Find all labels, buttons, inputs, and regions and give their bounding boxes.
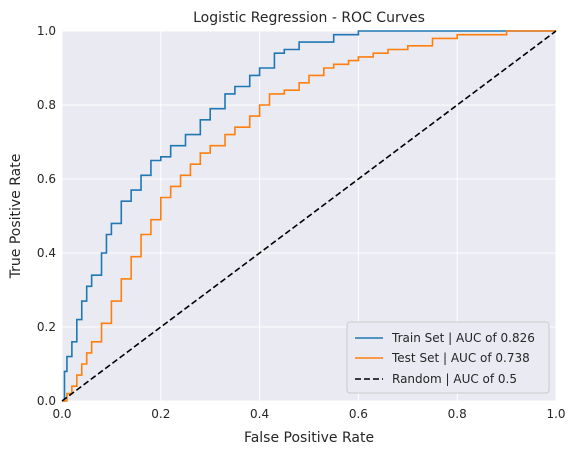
x-axis-label: False Positive Rate <box>244 430 374 446</box>
x-tick-label: 1.0 <box>546 407 565 421</box>
y-tick-label: 0.0 <box>37 394 56 408</box>
y-tick-label: 0.2 <box>37 320 56 334</box>
x-tick-label: 0.8 <box>448 407 467 421</box>
random-baseline-line <box>61 30 557 402</box>
legend-label-random: Random | AUC of 0.5 <box>392 372 517 386</box>
x-tick-label: 0.2 <box>151 407 170 421</box>
y-tick-labels: 0.0 0.2 0.4 0.6 0.8 1.0 <box>37 24 56 408</box>
x-tick-label: 0.4 <box>250 407 269 421</box>
y-tick-label: 0.6 <box>37 172 56 186</box>
x-tick-label: 0.0 <box>52 407 71 421</box>
legend-label-train: Train Set | AUC of 0.826 <box>391 331 535 345</box>
y-tick-label: 1.0 <box>37 24 56 38</box>
x-tick-labels: 0.0 0.2 0.4 0.6 0.8 1.0 <box>52 407 565 421</box>
y-axis-label: True Positive Rate <box>8 154 24 280</box>
test-roc-curve <box>62 30 556 402</box>
legend-label-test: Test Set | AUC of 0.738 <box>391 351 530 365</box>
train-roc-curve <box>62 30 556 402</box>
legend: Train Set | AUC of 0.826 Test Set | AUC … <box>346 321 550 394</box>
chart-title: Logistic Regression - ROC Curves <box>193 10 425 26</box>
legend-box <box>346 321 550 394</box>
y-tick-label: 0.4 <box>37 246 56 260</box>
x-tick-label: 0.6 <box>349 407 368 421</box>
series-layer <box>61 30 557 402</box>
y-tick-label: 0.8 <box>37 98 56 112</box>
